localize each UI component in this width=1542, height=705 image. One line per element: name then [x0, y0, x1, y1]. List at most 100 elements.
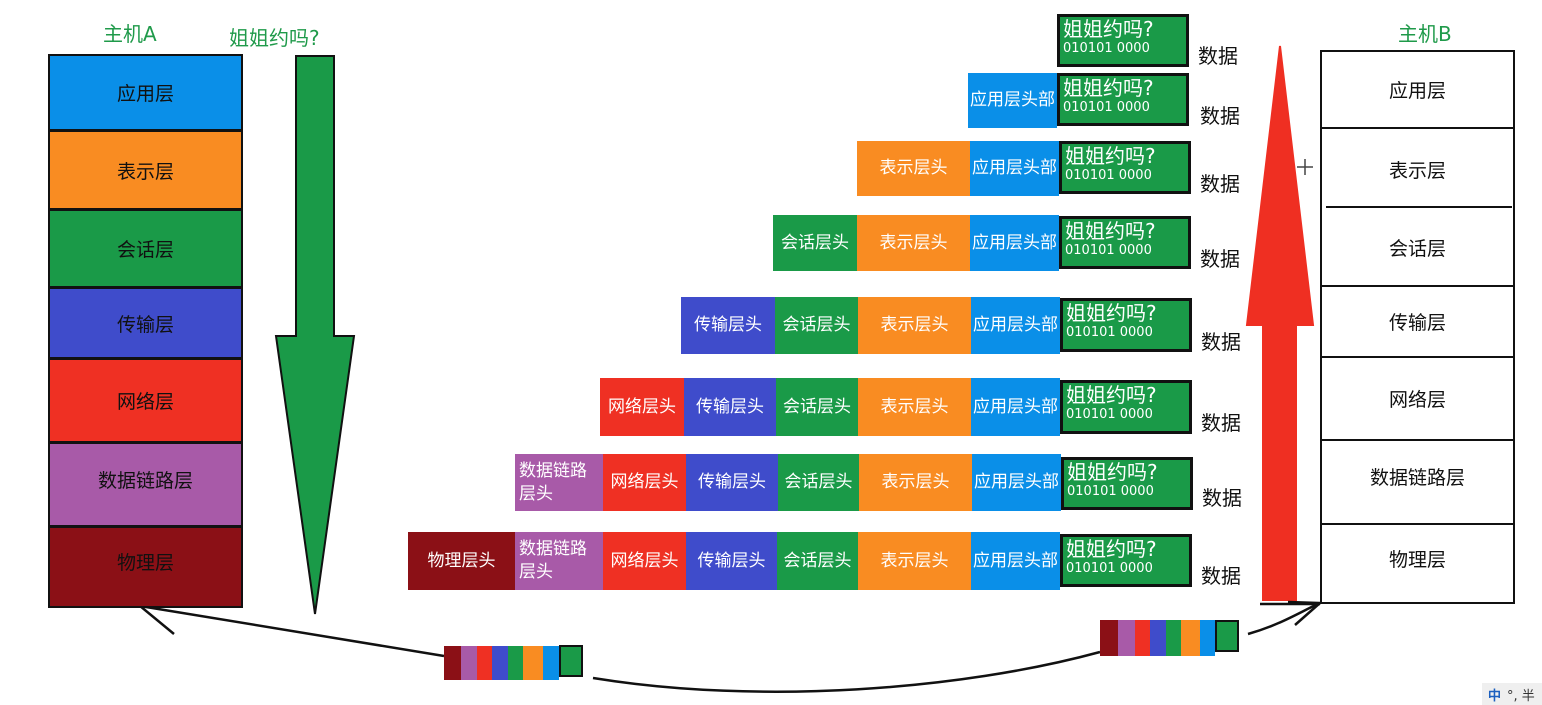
payload-message: 姐姐约吗? [1066, 383, 1157, 407]
payload-bits: 010101 0000 [1063, 100, 1150, 115]
header-session: 会话层头 [777, 532, 858, 590]
header-network: 网络层头 [603, 454, 686, 511]
message-title: 姐姐约吗? [229, 26, 320, 50]
payload-bits: 010101 0000 [1066, 561, 1153, 576]
header-presentation: 表示层头 [858, 378, 971, 436]
payload: 姐姐约吗? 010101 0000 [1061, 457, 1193, 510]
header-session: 会话层头 [773, 215, 857, 271]
mini-network [477, 646, 492, 680]
payload-bits: 010101 0000 [1066, 407, 1153, 422]
mini-physical [1100, 620, 1118, 656]
host-a-layer-application: 应用层 [48, 54, 243, 131]
arrow-down-icon [274, 55, 356, 615]
data-label: 数据 [1202, 486, 1242, 510]
data-label: 数据 [1201, 411, 1241, 435]
mini-application [1200, 620, 1215, 656]
mini-presentation [1181, 620, 1200, 656]
mini-datalink [461, 646, 477, 680]
mini-application [543, 646, 559, 680]
header-application: 应用层头部 [971, 532, 1060, 590]
ime-status: °, 半 [1507, 688, 1535, 704]
data-label: 数据 [1201, 330, 1241, 354]
mini-network [1135, 620, 1150, 656]
mini-payload [559, 645, 583, 677]
header-transport: 传输层头 [684, 378, 776, 436]
host-a-title: 主机A [103, 22, 157, 46]
payload: 姐姐约吗? 010101 0000 [1059, 216, 1191, 269]
payload-bits: 010101 0000 [1065, 243, 1152, 258]
payload-message: 姐姐约吗? [1067, 460, 1158, 484]
header-transport: 传输层头 [681, 297, 775, 354]
header-datalink: 数据链路层头 [515, 454, 603, 511]
payload-message: 姐姐约吗? [1063, 76, 1154, 100]
arrow-up-icon [1245, 45, 1315, 601]
mini-presentation [523, 646, 543, 680]
payload: 姐姐约吗? 010101 0000 [1059, 141, 1191, 194]
host-a-layer-presentation: 表示层 [48, 130, 243, 210]
host-a-layer-session: 会话层 [48, 209, 243, 288]
payload: 姐姐约吗? 010101 0000 [1057, 73, 1189, 126]
payload: 姐姐约吗? 010101 0000 [1060, 380, 1192, 434]
header-physical: 物理层头 [408, 532, 515, 590]
host-b-layer-presentation: 表示层 [1388, 159, 1446, 182]
mini-transport [1150, 620, 1166, 656]
header-transport: 传输层头 [686, 532, 777, 590]
mini-session [508, 646, 523, 680]
data-label: 数据 [1200, 247, 1240, 271]
host-b-layer-physical: 物理层 [1388, 549, 1446, 571]
cursor-crosshair-icon [1297, 159, 1313, 175]
data-label: 数据 [1198, 44, 1238, 68]
header-session: 会话层头 [776, 378, 858, 436]
header-presentation: 表示层头 [859, 454, 972, 511]
payload-message: 姐姐约吗? [1066, 537, 1157, 561]
mini-payload [1215, 620, 1239, 652]
header-session: 会话层头 [778, 454, 859, 511]
header-application: 应用层头部 [972, 454, 1061, 511]
mini-physical [444, 646, 461, 680]
payload-message: 姐姐约吗? [1063, 17, 1154, 41]
payload-message: 姐姐约吗? [1065, 219, 1156, 243]
header-application: 应用层头部 [970, 215, 1059, 271]
mini-transport [492, 646, 508, 680]
host-b-layer-application: 应用层 [1322, 52, 1513, 129]
host-a-layer-physical: 物理层 [48, 526, 243, 608]
host-b-title: 主机B [1398, 22, 1452, 46]
data-label: 数据 [1201, 564, 1241, 588]
host-a-layer-transport: 传输层 [48, 287, 243, 359]
data-label: 数据 [1200, 172, 1240, 196]
host-b-stack: 应用层 表示层 会话层 传输层 网络层 数据链路层 物理层 [1320, 50, 1515, 604]
payload-bits: 010101 0000 [1066, 325, 1153, 340]
host-a-layer-datalink: 数据链路层 [48, 442, 243, 527]
mini-datalink [1118, 620, 1135, 656]
payload: 姐姐约吗? 010101 0000 [1060, 534, 1192, 587]
header-application: 应用层头部 [971, 297, 1060, 354]
payload-bits: 010101 0000 [1063, 41, 1150, 56]
payload-bits: 010101 0000 [1067, 484, 1154, 499]
header-presentation: 表示层头 [857, 215, 970, 271]
header-network: 网络层头 [600, 378, 684, 436]
mini-session [1166, 620, 1181, 656]
data-label: 数据 [1200, 104, 1240, 128]
host-b-layer-session: 会话层 [1322, 209, 1513, 287]
payload-message: 姐姐约吗? [1065, 144, 1156, 168]
host-b-layer-network: 网络层 [1322, 358, 1513, 441]
header-datalink: 数据链路层头 [515, 532, 603, 590]
payload: 姐姐约吗? 010101 0000 [1057, 14, 1189, 67]
payload-bits: 010101 0000 [1065, 168, 1152, 183]
ime-indicator[interactable]: 中 [1488, 688, 1502, 704]
payload: 姐姐约吗? 010101 0000 [1060, 298, 1192, 352]
host-b-layer-transport: 传输层 [1322, 287, 1513, 358]
header-presentation: 表示层头 [858, 532, 971, 590]
host-a-layer-network: 网络层 [48, 358, 243, 443]
header-transport: 传输层头 [686, 454, 778, 511]
host-b-layer-datalink: 数据链路层 [1322, 441, 1513, 525]
header-presentation: 表示层头 [857, 141, 970, 196]
header-application: 应用层头部 [968, 73, 1057, 128]
system-tray[interactable]: 中 °, 半 [1482, 683, 1542, 705]
header-session: 会话层头 [775, 297, 858, 354]
header-network: 网络层头 [603, 532, 686, 590]
header-application: 应用层头部 [971, 378, 1060, 436]
header-application: 应用层头部 [970, 141, 1059, 196]
host-b-divider [1326, 206, 1512, 208]
header-presentation: 表示层头 [858, 297, 971, 354]
